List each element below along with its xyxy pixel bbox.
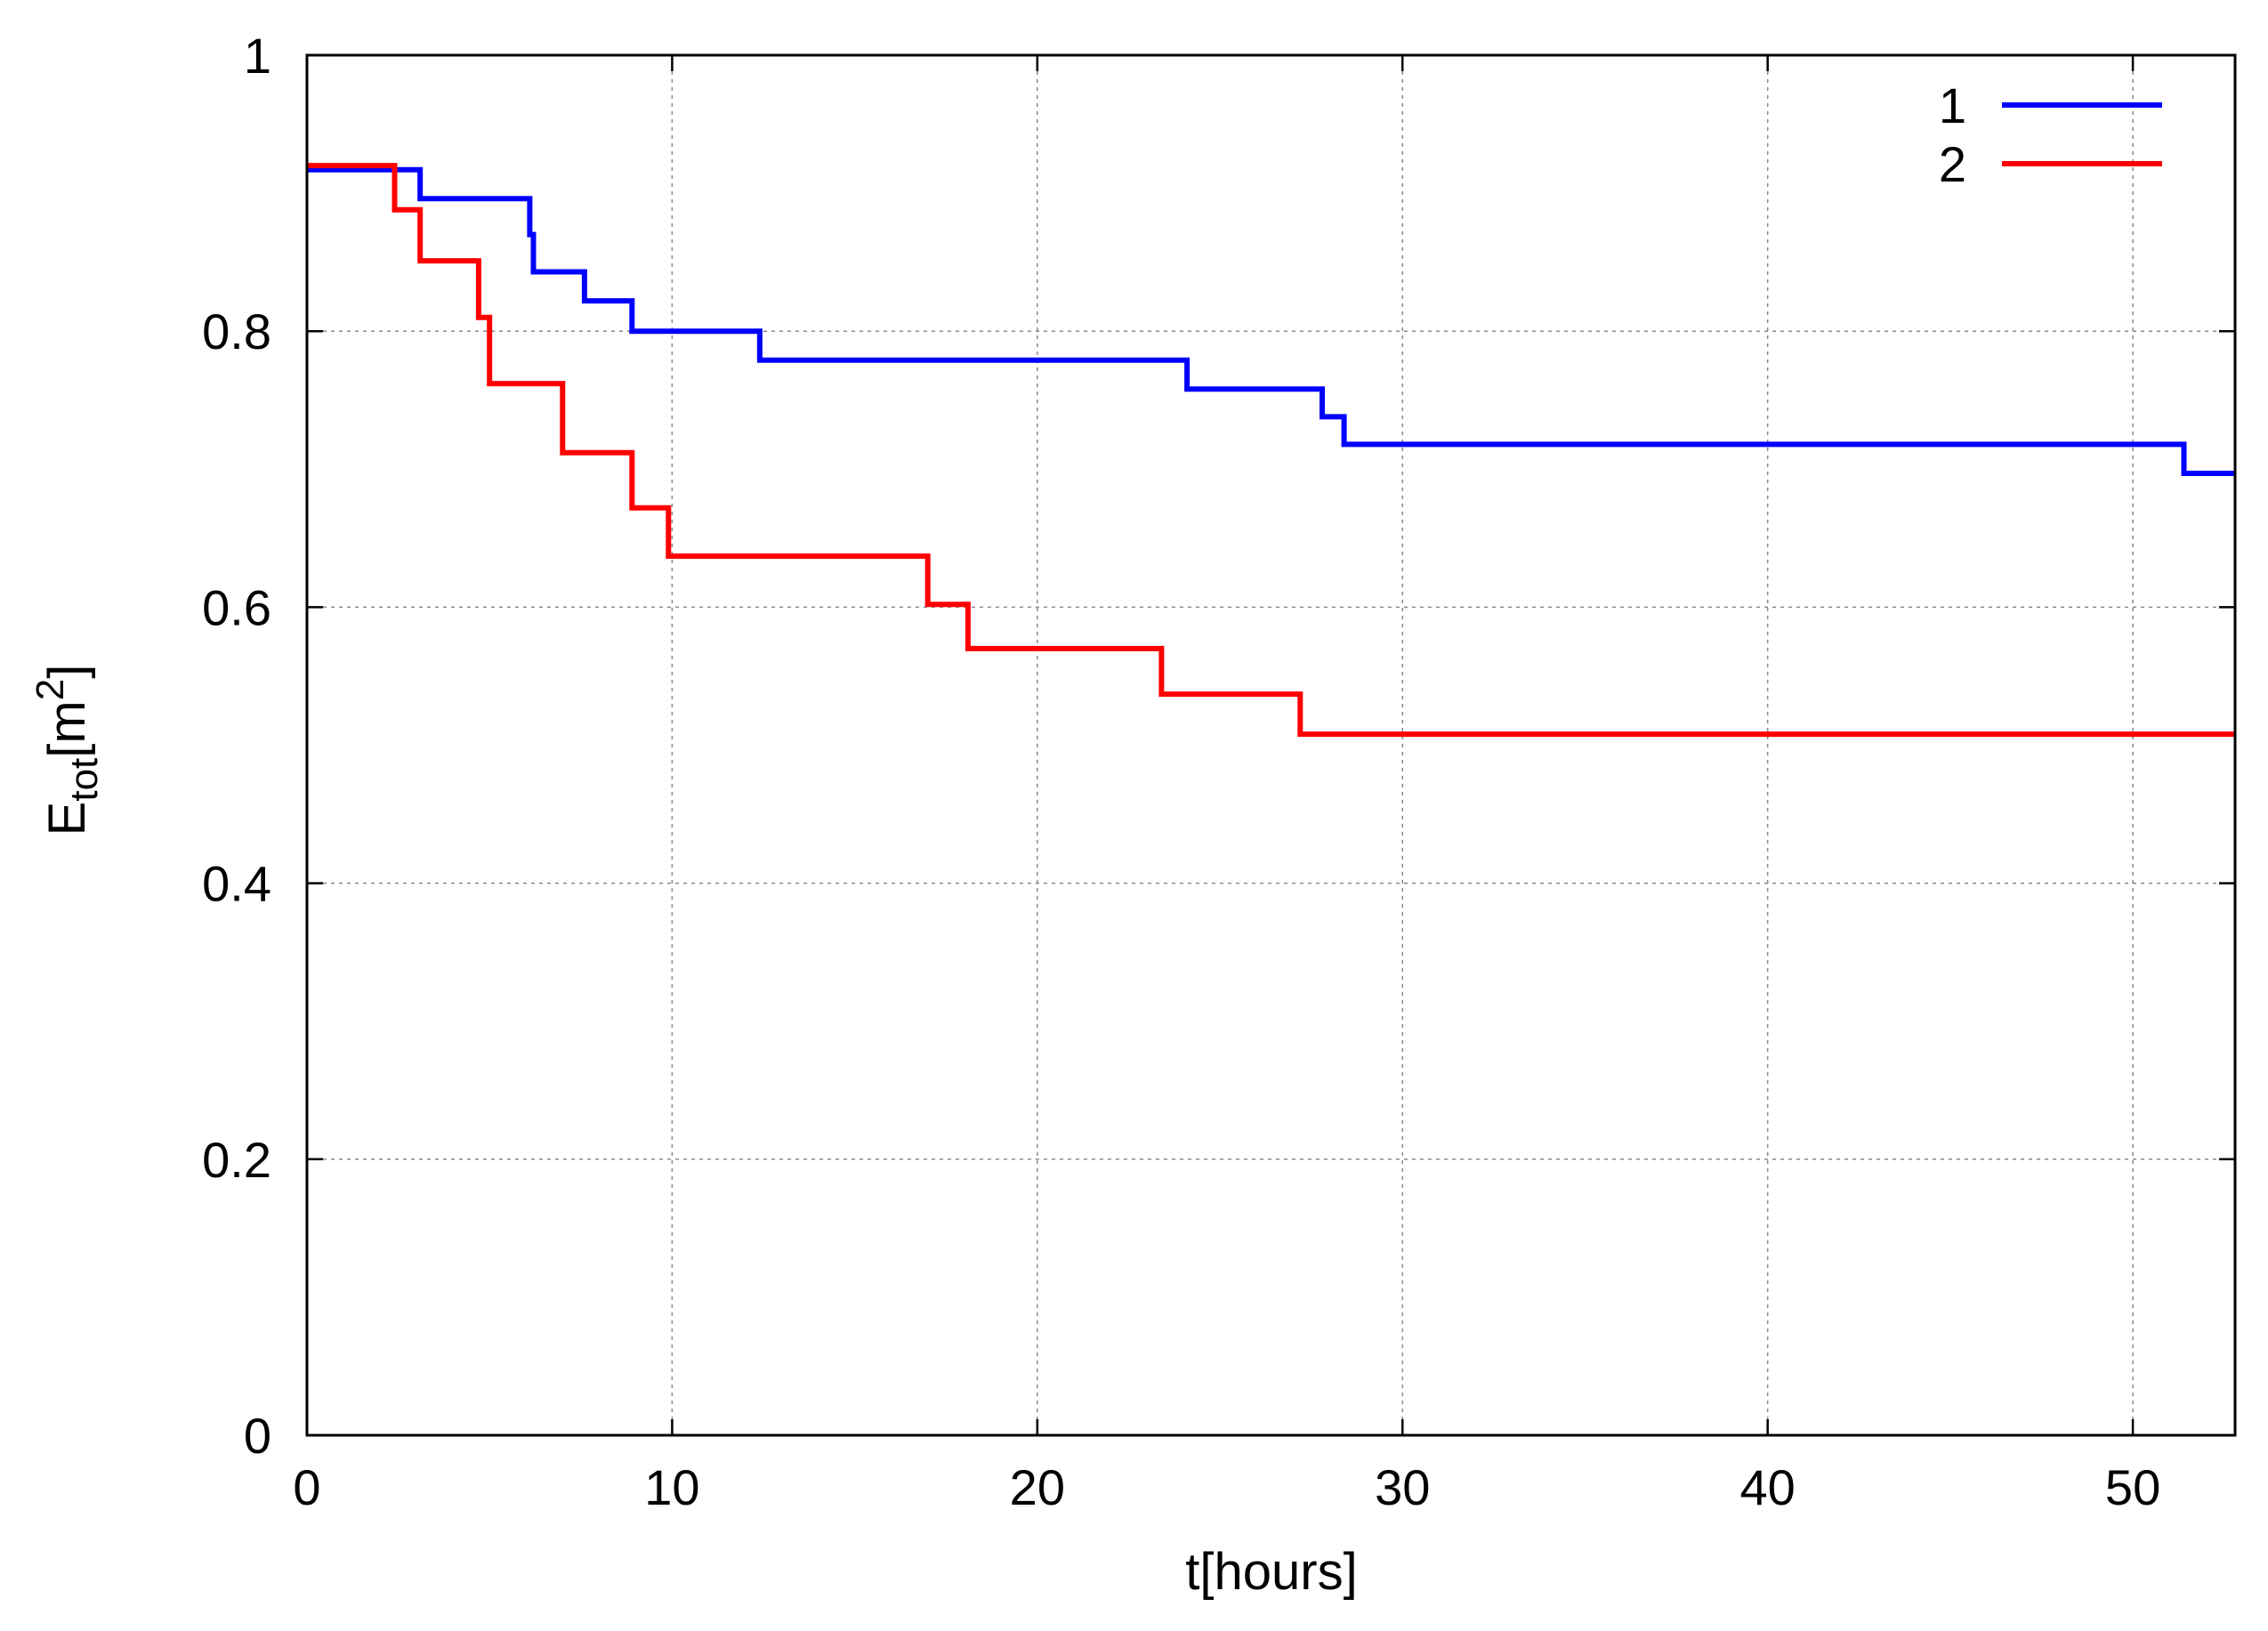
y-axis-label-bracket-open: [m bbox=[38, 700, 96, 757]
x-tick-label: 20 bbox=[1010, 1459, 1065, 1515]
series-line-2 bbox=[307, 163, 2235, 738]
y-tick-label: 0.2 bbox=[202, 1132, 271, 1188]
series-line-1 bbox=[307, 166, 2235, 476]
legend-label-1: 1 bbox=[1939, 77, 1966, 133]
y-tick-label: 0 bbox=[244, 1408, 271, 1464]
y-axis-label: Etot[m2] bbox=[28, 665, 106, 836]
series-layer bbox=[307, 163, 2235, 738]
y-axis-label-sub: tot bbox=[62, 758, 106, 802]
grid bbox=[307, 55, 2235, 1435]
y-axis-label-sup: 2 bbox=[28, 679, 72, 700]
x-tick-label: 50 bbox=[2105, 1459, 2160, 1515]
x-tick-label: 40 bbox=[1740, 1459, 1796, 1515]
y-axis-label-main: E bbox=[38, 802, 96, 836]
plot-frame bbox=[305, 53, 2237, 1437]
y-tick-label: 1 bbox=[244, 28, 271, 84]
y-tick-label: 0.4 bbox=[202, 856, 271, 912]
legend-label-2: 2 bbox=[1939, 136, 1966, 192]
x-tick-label: 30 bbox=[1375, 1459, 1430, 1515]
y-tick-label: 0.6 bbox=[202, 579, 271, 635]
y-tick-labels: 0 0.2 0.4 0.6 0.8 1 bbox=[202, 28, 271, 1464]
x-axis-label: t[hours] bbox=[1185, 1543, 1357, 1601]
tick-marks bbox=[305, 53, 2235, 1437]
x-tick-label: 10 bbox=[644, 1459, 699, 1515]
x-tick-label: 0 bbox=[293, 1459, 320, 1515]
x-tick-labels: 0 10 20 30 40 50 bbox=[293, 1459, 2160, 1515]
legend: 12 bbox=[1939, 77, 2162, 192]
y-tick-label: 0.8 bbox=[202, 303, 271, 359]
y-axis-label-bracket-close: ] bbox=[38, 665, 96, 679]
